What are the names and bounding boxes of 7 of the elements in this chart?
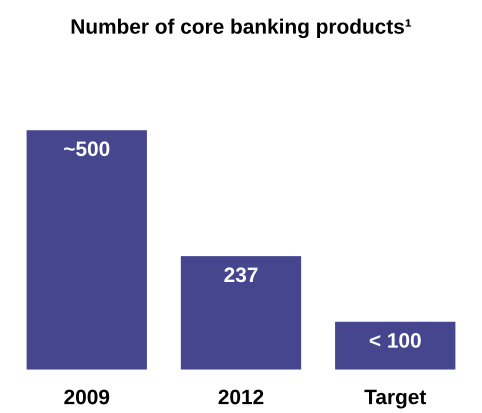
x-tick-label: Target xyxy=(364,390,426,408)
x-tick-label: 2009 xyxy=(64,390,110,404)
data-label: ~500 xyxy=(64,141,110,156)
data-label: < 100 xyxy=(370,333,421,348)
chart-title: Number of core banking products¹ xyxy=(72,18,412,38)
x-tick-label: 2012 xyxy=(218,390,264,404)
data-label: 237 xyxy=(224,267,258,282)
